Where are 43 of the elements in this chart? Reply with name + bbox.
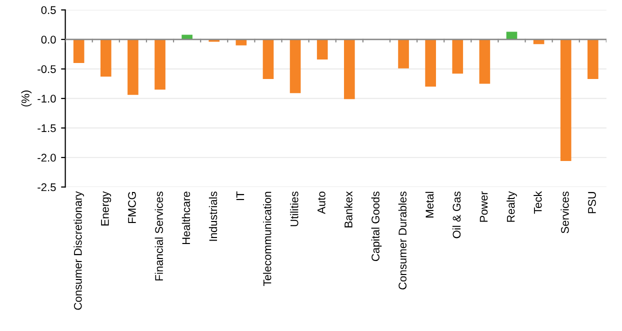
- x-tick-label: Services: [560, 192, 569, 234]
- bar: [344, 39, 355, 100]
- x-tick-label: Teck: [534, 191, 542, 214]
- x-tick-label: Auto: [318, 192, 326, 214]
- bar: [560, 39, 572, 162]
- x-tick-label: IT: [236, 191, 244, 200]
- y-tick-label: 0.0: [41, 36, 56, 44]
- x-tick-label: Industrials: [208, 192, 218, 241]
- bar: [479, 39, 490, 84]
- y-tick-label: -0.5: [38, 65, 56, 74]
- bar: [100, 39, 112, 77]
- bar: [290, 39, 301, 94]
- y-tick-label: -2.5: [38, 183, 56, 192]
- bar: [452, 39, 464, 74]
- bar: [73, 39, 84, 64]
- x-tick-label: Consumer Discretionary: [74, 191, 84, 310]
- x-tick-label: FMCG: [128, 192, 136, 223]
- bar: [262, 39, 274, 79]
- x-tick-label: Realty: [506, 191, 517, 222]
- x-tick-label: Telecommunication: [263, 192, 272, 286]
- y-tick-label: -2.0: [38, 154, 56, 162]
- x-tick-label: Energy: [101, 191, 112, 226]
- bar: [588, 39, 598, 79]
- bar: [425, 39, 436, 87]
- x-tick-label: Consumer Durables: [398, 192, 407, 290]
- y-tick-label: -1.5: [38, 124, 56, 132]
- bar: [154, 39, 166, 90]
- y-tick-label: 0.5: [41, 6, 56, 14]
- x-tick-label: Healthcare: [182, 192, 190, 244]
- x-tick-label: Financial Services: [154, 192, 163, 280]
- x-tick-label: Metal: [425, 192, 434, 218]
- bar: [236, 39, 247, 46]
- x-tick-label: Oil & Gas: [452, 192, 461, 238]
- x-tick-label: Utilities: [290, 192, 298, 226]
- x-tick-label: Power: [480, 191, 488, 222]
- bar: [398, 39, 409, 68]
- x-tick-label: Bankex: [344, 191, 352, 228]
- bar: [128, 39, 138, 95]
- x-tick-label: PSU: [588, 192, 596, 214]
- y-tick-label: -1.0: [38, 94, 56, 103]
- x-tick-label: Capital Goods: [371, 192, 382, 262]
- bar: [316, 39, 328, 60]
- y-axis-title: (%): [21, 90, 32, 106]
